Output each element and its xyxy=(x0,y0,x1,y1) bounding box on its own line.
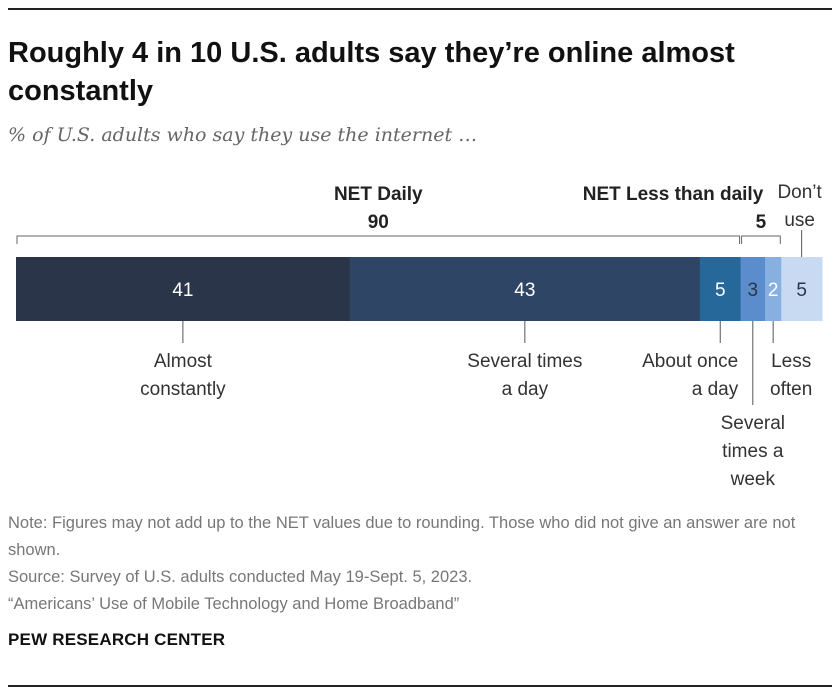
top-rule xyxy=(8,8,832,10)
category-label-3-line-2: times a xyxy=(722,441,784,462)
bar-value-label-5: 5 xyxy=(796,280,807,301)
bar-value-label-1: 43 xyxy=(514,280,535,301)
chart-notes: Note: Figures may not add up to the NET … xyxy=(8,510,834,618)
brand-logo-text: PEW RESEARCH CENTER xyxy=(8,630,226,649)
bracket-net-daily xyxy=(16,235,741,244)
bar-segment-3 xyxy=(740,257,766,321)
category-label-2-line-1: About once xyxy=(642,351,738,372)
category-label-4-line-2: often xyxy=(770,379,812,400)
note-text: Note: Figures may not add up to the NET … xyxy=(8,514,796,559)
category-label-0-line-2: constantly xyxy=(140,379,226,400)
category-label-0-line-1: Almost xyxy=(154,351,213,372)
group-label-net-less-than-daily: NET Less than daily xyxy=(583,184,764,205)
bar-segment-1 xyxy=(349,257,701,321)
bar-value-label-0: 41 xyxy=(172,280,193,301)
source-text: Source: Survey of U.S. adults conducted … xyxy=(8,568,473,586)
bottom-rule xyxy=(8,685,832,687)
bar-segment-0 xyxy=(16,257,351,321)
bracket-net-less-than-daily xyxy=(741,235,781,244)
bar-segment-4 xyxy=(765,257,782,321)
report-title: “Americans’ Use of Mobile Technology and… xyxy=(8,595,460,613)
bar-value-label-2: 5 xyxy=(715,280,726,301)
bar-segment-2 xyxy=(699,257,742,321)
group-label-net-daily: NET Daily xyxy=(334,184,423,205)
group-value-net-daily: 90 xyxy=(368,212,389,233)
category-label-5-line-1: Don’t xyxy=(777,182,822,203)
category-label-3-line-1: Several xyxy=(721,413,785,434)
bar-value-label-3: 3 xyxy=(748,280,759,301)
category-label-2-line-2: a day xyxy=(692,379,739,400)
category-label-4-line-1: Less xyxy=(771,351,811,372)
category-label-3-line-3: week xyxy=(730,469,776,490)
category-label-1-line-1: Several times xyxy=(467,351,582,372)
bar-segment-5 xyxy=(781,257,823,321)
category-label-1-line-2: a day xyxy=(502,379,549,400)
category-label-5-line-2: use xyxy=(784,210,815,231)
chart-title: Roughly 4 in 10 U.S. adults say they’re … xyxy=(8,37,735,107)
chart-subtitle: % of U.S. adults who say they use the in… xyxy=(8,124,478,146)
group-value-net-less-than-daily: 5 xyxy=(756,212,767,233)
bar-value-label-4: 2 xyxy=(768,280,779,301)
